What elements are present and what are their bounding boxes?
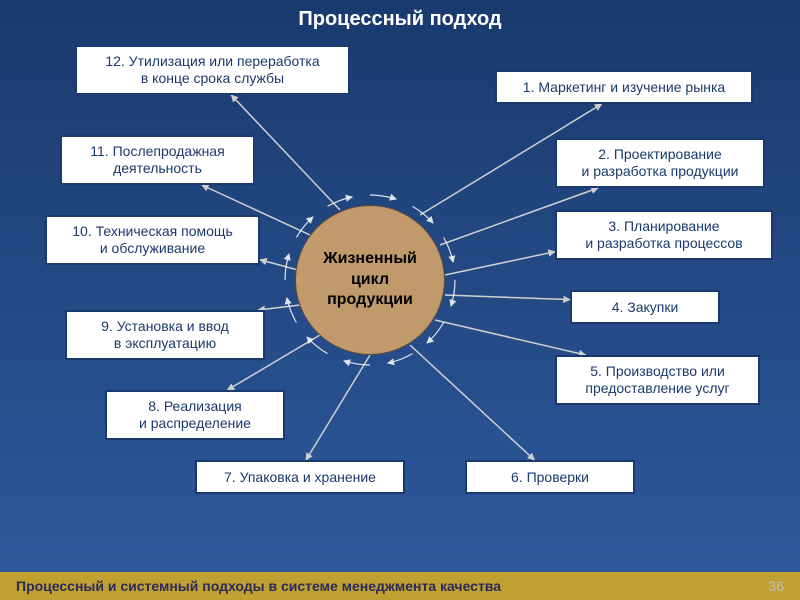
node-2: 2. Проектированиеи разработка продукции: [555, 138, 765, 188]
node-1: 1. Маркетинг и изучение рынка: [495, 70, 753, 104]
footer-text: Процессный и системный подходы в системе…: [16, 578, 501, 594]
center-node: Жизненныйциклпродукции: [295, 205, 445, 355]
node-8: 8. Реализацияи распределение: [105, 390, 285, 440]
node-3: 3. Планированиеи разработка процессов: [555, 210, 773, 260]
center-label: Жизненныйциклпродукции: [323, 249, 417, 311]
node-11: 11. Послепродажнаядеятельность: [60, 135, 255, 185]
page-number: 36: [768, 578, 784, 594]
node-10: 10. Техническая помощьи обслуживание: [45, 215, 260, 265]
node-7: 7. Упаковка и хранение: [195, 460, 405, 494]
node-4: 4. Закупки: [570, 290, 720, 324]
node-12: 12. Утилизация или переработкав конце ср…: [75, 45, 350, 95]
node-6: 6. Проверки: [465, 460, 635, 494]
slide-title: Процессный подход: [0, 8, 800, 31]
node-5: 5. Производство илипредоставление услуг: [555, 355, 760, 405]
footer-bar: Процессный и системный подходы в системе…: [0, 572, 800, 600]
node-9: 9. Установка и вводв эксплуатацию: [65, 310, 265, 360]
